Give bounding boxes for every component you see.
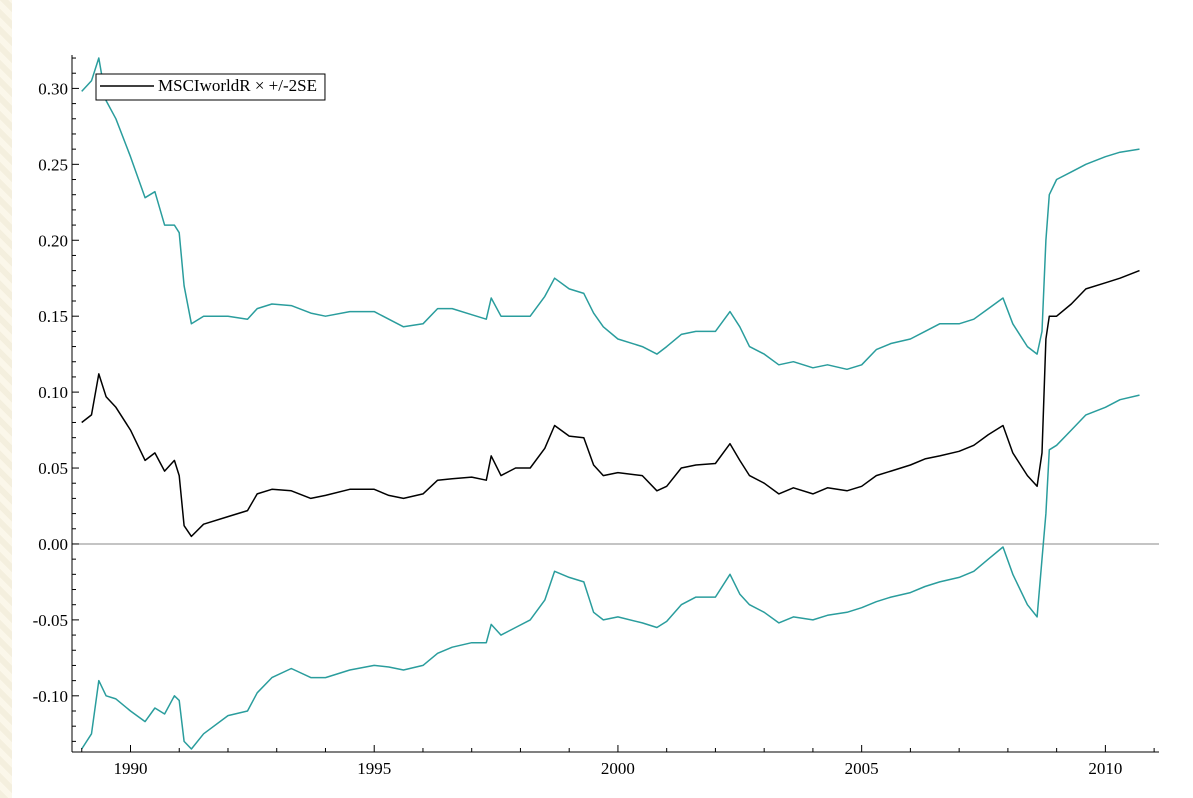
x-tick-label: 2000 bbox=[601, 759, 635, 778]
y-tick-label: -0.05 bbox=[33, 611, 68, 630]
y-tick-label: 0.30 bbox=[38, 79, 68, 98]
y-tick-label: 0.15 bbox=[38, 307, 68, 326]
x-axis-ticks: 1990 1995 2000 2005 2010 bbox=[81, 745, 1155, 778]
y-tick-label: 0.00 bbox=[38, 535, 68, 554]
series-line-upper-band bbox=[81, 57, 1140, 371]
y-axis-ticks: -0.10 -0.05 0.00 0.05 0.10 0.15 0.20 0.25 0.30 bbox=[33, 57, 79, 742]
legend: MSCIworldR × +/-2SE bbox=[95, 73, 326, 101]
y-tick-label: -0.10 bbox=[33, 687, 68, 706]
y-tick-label: 0.10 bbox=[38, 383, 68, 402]
series-line-main bbox=[81, 269, 1140, 538]
x-tick-label: 1990 bbox=[113, 759, 147, 778]
x-tick-label: 1995 bbox=[357, 759, 391, 778]
legend-label: MSCIworldR × +/-2SE bbox=[158, 76, 317, 95]
series-layer bbox=[81, 57, 1140, 750]
x-tick-label: 2005 bbox=[845, 759, 879, 778]
chart-svg: 1990 1995 2000 2005 2010 -0.10 -0.05 0.00 0.05 0… bbox=[33, 55, 1159, 778]
series-line-lower-band bbox=[81, 394, 1140, 750]
x-tick-label: 2010 bbox=[1088, 759, 1122, 778]
plot-area: 1990 1995 2000 2005 2010 -0.10 -0.05 0.00 0.05 0… bbox=[12, 0, 1193, 798]
y-tick-label: 0.05 bbox=[38, 459, 68, 478]
legend-box bbox=[95, 73, 326, 101]
y-tick-label: 0.25 bbox=[38, 155, 68, 174]
y-tick-label: 0.20 bbox=[38, 231, 68, 250]
